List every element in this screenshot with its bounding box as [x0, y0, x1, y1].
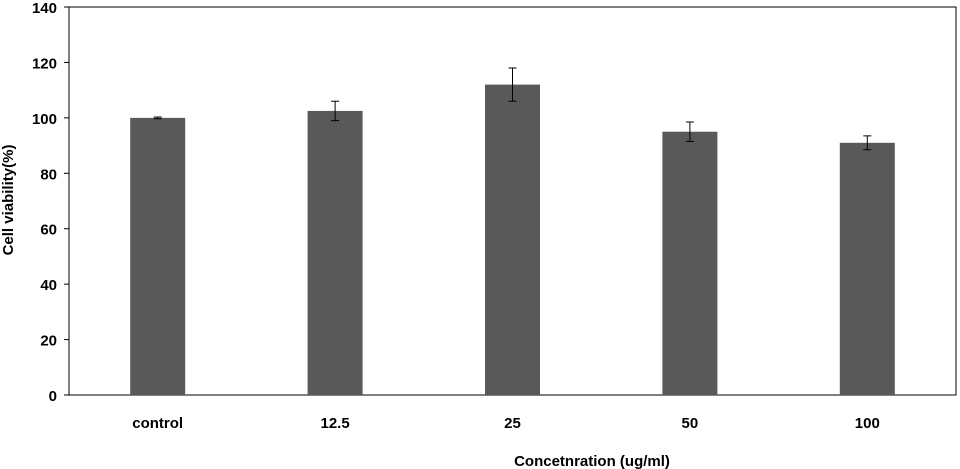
y-tick-label: 140	[32, 0, 57, 17]
y-axis: 0 20 40 60 80 100 120 140	[32, 0, 69, 405]
x-axis-title: Concetnration (ug/ml)	[514, 453, 670, 469]
x-tick-label: 12.5	[320, 415, 349, 432]
x-tick-label: 50	[682, 415, 699, 432]
bar	[130, 117, 186, 395]
bar-series	[130, 67, 895, 395]
y-tick-label: 80	[40, 166, 57, 183]
y-tick-label: 20	[40, 333, 57, 350]
x-axis: control 12.5 25 50 100	[132, 415, 880, 432]
x-tick-label: control	[132, 415, 183, 432]
x-tick-label: 25	[504, 415, 521, 432]
y-tick-label: 120	[32, 55, 57, 72]
y-tick-label: 60	[40, 222, 57, 239]
bar	[839, 142, 895, 395]
bar	[662, 131, 718, 395]
x-tick-label: 100	[855, 415, 880, 432]
y-tick-label: 0	[49, 388, 57, 405]
bar	[307, 110, 363, 395]
y-tick-label: 100	[32, 111, 57, 128]
y-axis-title: Cell viability(%)	[0, 145, 17, 256]
y-tick-label: 40	[40, 277, 57, 294]
bar	[485, 84, 540, 395]
